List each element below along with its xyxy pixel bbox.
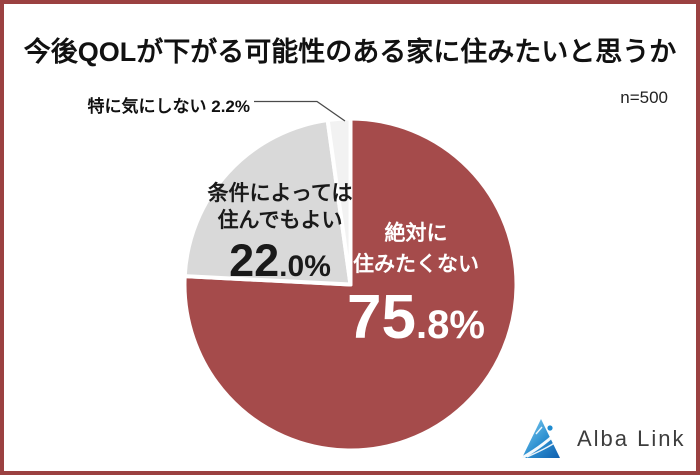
slice-label-line: 絶対に (384, 222, 448, 245)
albalink-logo-text: Alba Link (577, 426, 686, 451)
slice-value-decimal: .0% (279, 250, 331, 283)
slice-label-tokuni-kinishinai: 特に気にしない 2.2% (87, 97, 250, 116)
albalink-triangle-icon (521, 419, 562, 460)
slice-label-line: 住みたくない (353, 253, 479, 276)
chart-title: 今後QOLが下がる可能性のある家に住みたいと思うか (23, 37, 677, 67)
slice-label-line: 住んでもよい (217, 209, 343, 232)
albalink-logo: Alba Link (520, 416, 686, 462)
pie-chart (182, 116, 519, 453)
slice-label-zettai: 絶対に 住みたくない 75.8% (316, 218, 516, 349)
slice-label-line: 条件によっては (207, 182, 353, 205)
slice-value-integer: 75 (347, 283, 417, 352)
slice-value: 22.0% (190, 238, 370, 283)
sample-size-label: n=500 (620, 88, 668, 107)
slice-label-jouken: 条件によっては 住んでもよい 22.0% (190, 180, 370, 283)
pie-slice-1 (182, 118, 353, 287)
pie-slice-0 (182, 116, 519, 453)
slice-value-integer: 22 (229, 235, 280, 286)
slice-value-decimal: .8% (416, 303, 485, 347)
slice-value: 75.8% (316, 287, 516, 349)
